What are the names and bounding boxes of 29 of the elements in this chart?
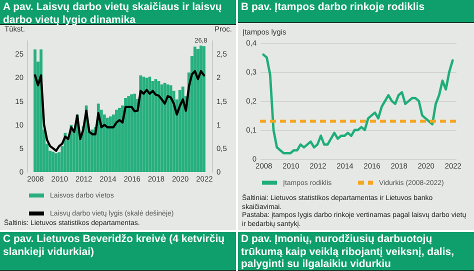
bar (34, 49, 36, 172)
bar (139, 75, 142, 172)
text: C pav. Lietuvos Beveridžo kreivė (4 ketvirčių slankieji vidurkiai) (0, 232, 236, 271)
chart-title: A pav. Laisvų darbo vietų skaičiaus ir laisvų darbo vietų lygio dinamika (0, 0, 236, 26)
chart-title: B pav. Įtampos darbo rinkoje rodiklis (238, 0, 474, 23)
line-series (34, 70, 206, 152)
bar (178, 90, 182, 172)
bar (200, 46, 202, 172)
bar (54, 153, 58, 172)
bar (145, 78, 148, 172)
bar (106, 118, 109, 172)
line-series (262, 53, 454, 154)
bar (109, 116, 112, 172)
bar (102, 114, 106, 172)
bar (52, 152, 55, 172)
bar (181, 86, 184, 172)
bar (151, 81, 154, 172)
bar (133, 94, 136, 172)
bar (202, 46, 206, 172)
bar (90, 130, 94, 172)
bar (193, 46, 196, 172)
bar (196, 48, 200, 172)
text: D pav. Įmonių, nurodžiusių darbuotojų trūkumą kaip veiklą ribojantį veiksnį, dalis, palyginti su ilgalaikiu vidurkiu (238, 232, 474, 271)
bar (127, 96, 130, 172)
bar (112, 114, 115, 172)
bar (115, 110, 118, 172)
bar (130, 94, 134, 172)
bar (142, 76, 146, 172)
bar (148, 76, 152, 172)
